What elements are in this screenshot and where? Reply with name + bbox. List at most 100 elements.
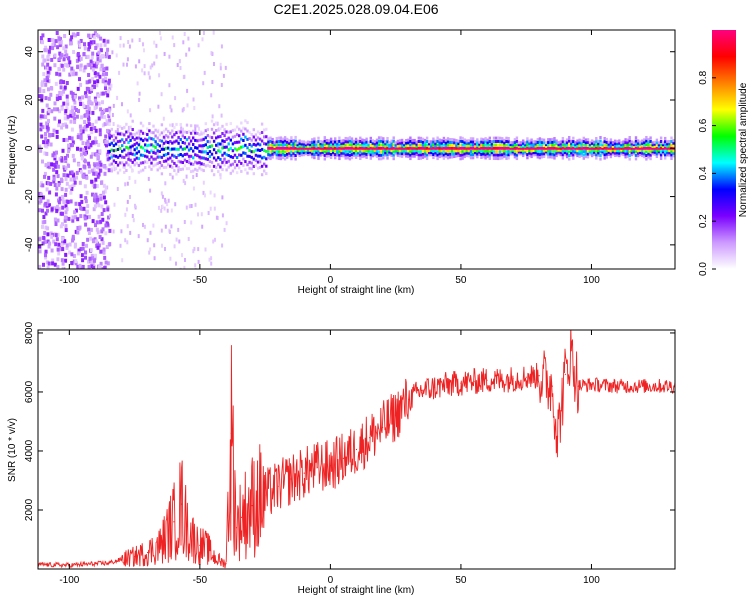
- heatmap-cell: [536, 138, 539, 141]
- heatmap-cell: [121, 144, 124, 148]
- heatmap-cell: [413, 141, 416, 145]
- heatmap-cell: [225, 160, 228, 164]
- heatmap-cell: [168, 54, 171, 59]
- heatmap-cell: [223, 157, 226, 161]
- heatmap-cell: [645, 150, 648, 154]
- heatmap-cell: [160, 155, 164, 159]
- heatmap-cell: [252, 128, 255, 132]
- heatmap-cell: [352, 144, 356, 148]
- heatmap-cell: [413, 149, 416, 153]
- heatmap-cell: [342, 154, 345, 158]
- heatmap-cell: [323, 139, 326, 143]
- heatmap-cell: [83, 159, 87, 164]
- heatmap-cell: [563, 153, 567, 157]
- heatmap-cell: [492, 157, 496, 160]
- heatmap-cell: [93, 258, 96, 263]
- heatmap-cell: [626, 138, 629, 142]
- heatmap-cell: [651, 143, 654, 147]
- heatmap-cell: [83, 124, 87, 129]
- heatmap-cell: [639, 153, 642, 157]
- heatmap-cell: [115, 53, 118, 58]
- heatmap-cell: [171, 153, 174, 157]
- heatmap-cell: [44, 225, 48, 230]
- heatmap-cell: [153, 61, 156, 66]
- heatmap-cell: [332, 142, 335, 146]
- heatmap-cell: [557, 144, 560, 148]
- heatmap-cell: [382, 137, 385, 141]
- heatmap-cell: [377, 139, 381, 143]
- heatmap-cell: [398, 139, 402, 143]
- heatmap-cell: [534, 142, 537, 146]
- heatmap-cell: [453, 149, 456, 153]
- heatmap-cell: [572, 143, 575, 147]
- heatmap-cell: [503, 146, 506, 150]
- heatmap-cell: [41, 195, 45, 200]
- heatmap-cell: [158, 205, 160, 210]
- heatmap-cell: [152, 144, 155, 148]
- heatmap-cell: [551, 152, 554, 156]
- snr-data-point: [590, 384, 593, 386]
- heatmap-cell: [86, 139, 90, 144]
- heatmap-cell: [185, 152, 189, 156]
- heatmap-cell: [275, 150, 278, 153]
- heatmap-cell: [448, 140, 452, 144]
- heatmap-cell: [219, 135, 222, 138]
- heatmap-cell: [647, 138, 650, 142]
- heatmap-cell: [294, 154, 297, 157]
- heatmap-cell: [44, 253, 47, 258]
- heatmap-cell: [210, 51, 213, 56]
- heatmap-cell: [281, 146, 285, 150]
- heatmap-cell: [179, 168, 182, 171]
- heatmap-cell: [459, 139, 462, 143]
- heatmap-cell: [294, 150, 297, 154]
- heatmap-cell: [238, 134, 241, 138]
- heatmap-cell: [666, 149, 669, 152]
- heatmap-cell: [298, 141, 301, 145]
- heatmap-cell: [79, 169, 83, 174]
- heatmap-cell: [494, 143, 498, 147]
- heatmap-cell: [377, 153, 381, 157]
- heatmap-cell: [149, 188, 152, 193]
- heatmap-cell: [488, 140, 491, 143]
- heatmap-cell: [170, 224, 173, 229]
- heatmap-cell: [55, 150, 58, 155]
- heatmap-cell: [311, 152, 314, 156]
- heatmap-cell: [486, 146, 489, 150]
- heatmap-cell: [65, 81, 69, 85]
- heatmap-cell: [319, 151, 322, 155]
- heatmap-cell: [561, 137, 565, 140]
- heatmap-cell: [100, 110, 104, 115]
- heatmap-cell: [568, 154, 571, 157]
- heatmap-cell: [480, 149, 483, 153]
- heatmap-cell: [367, 144, 370, 148]
- heatmap-cell: [657, 148, 661, 152]
- heatmap-cell: [388, 150, 391, 154]
- heatmap-cell: [152, 137, 155, 141]
- heatmap-cell: [304, 143, 308, 147]
- heatmap-cell: [369, 153, 372, 157]
- heatmap-cell: [41, 40, 44, 45]
- heatmap-cell: [586, 149, 590, 153]
- heatmap-cell: [292, 139, 295, 143]
- heatmap-cell: [220, 83, 223, 87]
- heatmap-cell: [216, 121, 219, 126]
- heatmap-cell: [89, 40, 93, 45]
- heatmap-cell: [233, 153, 237, 157]
- heatmap-cell: [578, 155, 581, 158]
- heatmap-cell: [672, 144, 675, 148]
- heatmap-cell: [522, 154, 525, 158]
- heatmap-cell: [78, 99, 82, 104]
- heatmap-cell: [94, 119, 98, 124]
- heatmap-cell: [453, 155, 456, 158]
- heatmap-cell: [84, 199, 88, 204]
- heatmap-cell: [84, 94, 88, 99]
- snr-data-point: [181, 503, 183, 505]
- heatmap-cell: [636, 141, 640, 145]
- heatmap-cell: [55, 207, 59, 212]
- heatmap-cell: [107, 168, 111, 173]
- heatmap-cell: [497, 146, 500, 150]
- heatmap-cell: [392, 153, 395, 157]
- heatmap-cell: [208, 257, 211, 262]
- heatmap-cell: [246, 121, 249, 125]
- heatmap-cell: [105, 108, 109, 113]
